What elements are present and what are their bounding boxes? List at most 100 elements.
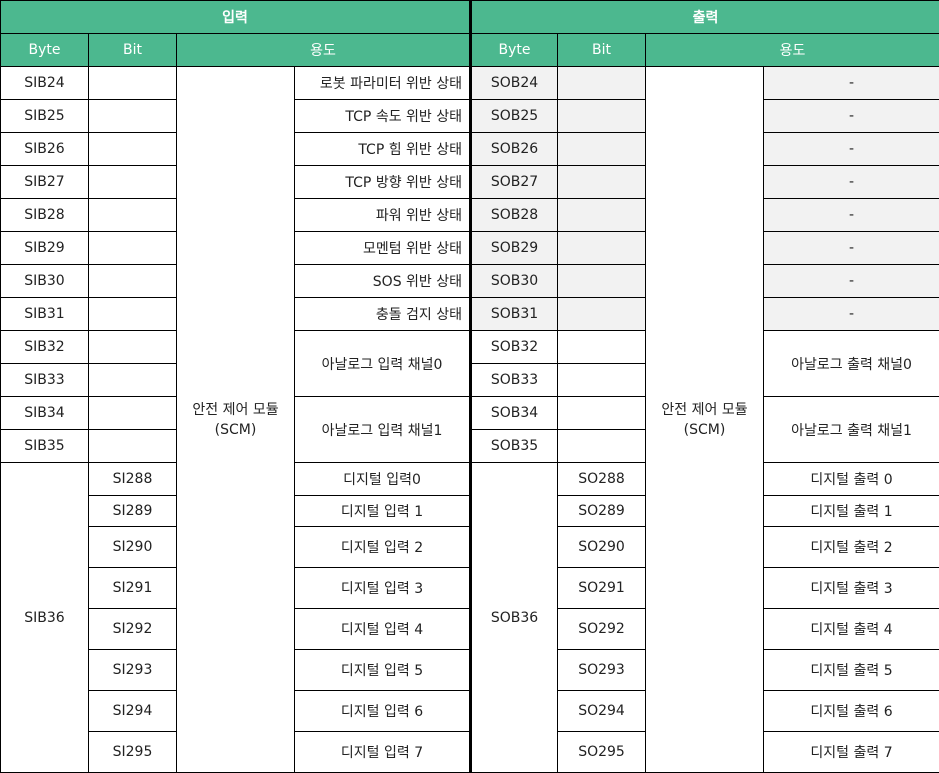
- output-byte-cell: SOB27: [471, 166, 558, 199]
- input-byte-cell: SIB27: [1, 166, 89, 199]
- input-bit-cell: [89, 331, 177, 364]
- output-purpose-cell: -: [764, 199, 939, 232]
- output-byte-cell: SOB35: [471, 430, 558, 463]
- output-bit-cell: [558, 100, 646, 133]
- input-bit-cell: SI295: [89, 732, 177, 773]
- output-bit-cell: SO294: [558, 691, 646, 732]
- input-group-label: 안전 제어 모듈 (SCM): [177, 67, 295, 773]
- output-bit-cell: [558, 67, 646, 100]
- output-purpose-column-header: 용도: [646, 34, 939, 67]
- output-bit-cell: SO295: [558, 732, 646, 773]
- table-row: SI292 디지털 입력 4 SO292 디지털 출력 4: [1, 609, 939, 650]
- input-byte-cell: SIB32: [1, 331, 89, 364]
- output-bit-cell: [558, 232, 646, 265]
- input-purpose-cell: 아날로그 입력 채널1: [295, 397, 471, 463]
- output-purpose-cell: -: [764, 133, 939, 166]
- output-group-label-name: 안전 제어 모듈: [661, 402, 747, 418]
- table-row: SI294 디지털 입력 6 SO294 디지털 출력 6: [1, 691, 939, 732]
- input-bit-cell: [89, 298, 177, 331]
- output-byte-cell: SOB25: [471, 100, 558, 133]
- input-bit-cell: SI294: [89, 691, 177, 732]
- input-byte-cell: SIB35: [1, 430, 89, 463]
- output-purpose-cell: 아날로그 출력 채널1: [764, 397, 939, 463]
- input-purpose-cell: 파워 위반 상태: [295, 199, 471, 232]
- input-purpose-cell: TCP 속도 위반 상태: [295, 100, 471, 133]
- output-byte-column-header: Byte: [471, 34, 558, 67]
- input-byte-cell: SIB28: [1, 199, 89, 232]
- input-purpose-cell: 충돌 검지 상태: [295, 298, 471, 331]
- output-purpose-cell: 디지털 출력 0: [764, 463, 939, 496]
- output-purpose-cell: -: [764, 166, 939, 199]
- output-bit-cell: [558, 331, 646, 364]
- input-purpose-cell: 디지털 입력0: [295, 463, 471, 496]
- input-purpose-cell: 디지털 입력 5: [295, 650, 471, 691]
- output-bit-cell: SO292: [558, 609, 646, 650]
- input-bit-cell: [89, 133, 177, 166]
- output-byte-cell: SOB28: [471, 199, 558, 232]
- output-purpose-cell: 디지털 출력 1: [764, 496, 939, 527]
- output-bit-cell: [558, 397, 646, 430]
- output-bit-cell: [558, 364, 646, 397]
- output-purpose-cell: -: [764, 265, 939, 298]
- input-section-header: 입력: [1, 1, 471, 34]
- output-purpose-cell: 디지털 출력 6: [764, 691, 939, 732]
- input-purpose-cell: 디지털 입력 4: [295, 609, 471, 650]
- output-bit-cell: SO293: [558, 650, 646, 691]
- output-byte-cell: SOB33: [471, 364, 558, 397]
- input-byte-cell: SIB34: [1, 397, 89, 430]
- input-bit-cell: [89, 100, 177, 133]
- output-group-label-code: (SCM): [684, 422, 726, 438]
- input-purpose-cell: 디지털 입력 6: [295, 691, 471, 732]
- input-group-label-code: (SCM): [215, 422, 257, 438]
- input-group-label-name: 안전 제어 모듈: [192, 402, 278, 418]
- input-bit-cell: SI289: [89, 496, 177, 527]
- table-row: SI289 디지털 입력 1 SO289 디지털 출력 1: [1, 496, 939, 527]
- output-bit-cell: [558, 298, 646, 331]
- output-bit-cell: [558, 430, 646, 463]
- input-bit-cell: [89, 265, 177, 298]
- output-byte-cell: SOB34: [471, 397, 558, 430]
- input-purpose-cell: 디지털 입력 7: [295, 732, 471, 773]
- input-bit-column-header: Bit: [89, 34, 177, 67]
- output-byte-cell: SOB30: [471, 265, 558, 298]
- input-byte-cell: SIB33: [1, 364, 89, 397]
- output-byte-cell: SOB26: [471, 133, 558, 166]
- input-byte-cell: SIB24: [1, 67, 89, 100]
- input-byte-cell: SIB26: [1, 133, 89, 166]
- output-purpose-cell: -: [764, 232, 939, 265]
- input-byte-cell: SIB30: [1, 265, 89, 298]
- input-bit-cell: [89, 430, 177, 463]
- output-section-header: 출력: [471, 1, 939, 34]
- input-bit-cell: SI290: [89, 527, 177, 568]
- input-bit-cell: [89, 364, 177, 397]
- input-purpose-cell: SOS 위반 상태: [295, 265, 471, 298]
- input-byte-cell: SIB29: [1, 232, 89, 265]
- input-bit-cell: SI292: [89, 609, 177, 650]
- output-byte-cell: SOB24: [471, 67, 558, 100]
- input-purpose-cell: TCP 방향 위반 상태: [295, 166, 471, 199]
- output-byte-cell: SOB31: [471, 298, 558, 331]
- output-purpose-cell: -: [764, 67, 939, 100]
- input-purpose-cell: 로봇 파라미터 위반 상태: [295, 67, 471, 100]
- input-purpose-cell: 디지털 입력 1: [295, 496, 471, 527]
- input-purpose-cell: 아날로그 입력 채널0: [295, 331, 471, 397]
- input-bit-cell: SI291: [89, 568, 177, 609]
- output-bit-cell: SO290: [558, 527, 646, 568]
- input-bit-cell: [89, 199, 177, 232]
- output-purpose-cell: 디지털 출력 4: [764, 609, 939, 650]
- input-byte-column-header: Byte: [1, 34, 89, 67]
- input-purpose-column-header: 용도: [177, 34, 471, 67]
- output-purpose-cell: 디지털 출력 5: [764, 650, 939, 691]
- output-bit-cell: SO289: [558, 496, 646, 527]
- input-bit-cell: SI293: [89, 650, 177, 691]
